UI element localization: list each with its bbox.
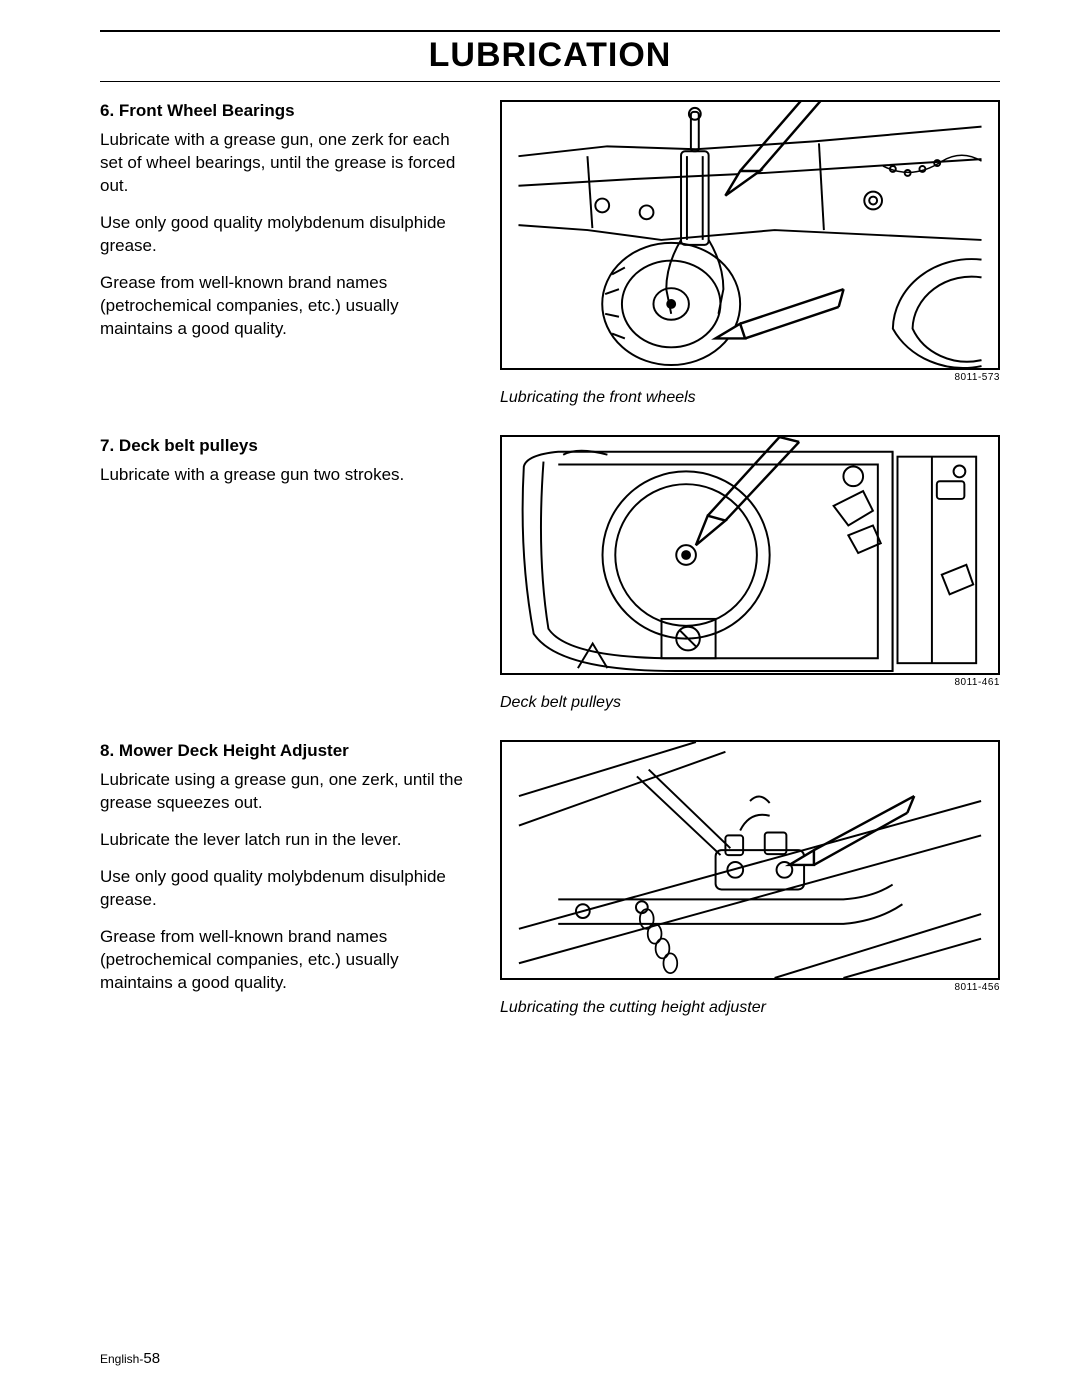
section-6-para-1: Lubricate with a grease gun, one zerk fo…: [100, 129, 475, 198]
section-8-para-2: Lubricate the lever latch run in the lev…: [100, 829, 475, 852]
section-8-heading: 8. Mower Deck Height Adjuster: [100, 740, 475, 763]
rule-under-title: [100, 81, 1000, 82]
footer-page-number: 58: [143, 1350, 160, 1367]
section-6-figure-column: 8011-573 Lubricating the front wheels: [500, 100, 1000, 407]
section-7: 7. Deck belt pulleys Lubricate with a gr…: [100, 435, 1000, 712]
page-footer: English-58: [100, 1350, 160, 1367]
section-7-number: 7.: [100, 436, 114, 455]
figure-height-adjuster: [500, 740, 1000, 980]
section-8-title: Mower Deck Height Adjuster: [119, 741, 349, 760]
section-8-para-1: Lubricate using a grease gun, one zerk, …: [100, 769, 475, 815]
manual-page: LUBRICATION 6. Front Wheel Bearings Lubr…: [0, 0, 1080, 1397]
section-6-para-3: Grease from well-known brand names (petr…: [100, 272, 475, 341]
section-8-number: 8.: [100, 741, 114, 760]
section-7-figure-column: 8011-461 Deck belt pulleys: [500, 435, 1000, 712]
figure-8-caption: Lubricating the cutting height adjuster: [500, 999, 1000, 1017]
figure-8-code: 8011-456: [500, 982, 1000, 993]
section-8-para-4: Grease from well-known brand names (petr…: [100, 926, 475, 995]
figure-front-wheels: [500, 100, 1000, 370]
section-6: 6. Front Wheel Bearings Lubricate with a…: [100, 100, 1000, 407]
section-6-heading: 6. Front Wheel Bearings: [100, 100, 475, 123]
footer-lang: English-: [100, 1352, 143, 1366]
section-8-figure-column: 8011-456 Lubricating the cutting height …: [500, 740, 1000, 1017]
section-6-title: Front Wheel Bearings: [119, 101, 295, 120]
section-8-text: 8. Mower Deck Height Adjuster Lubricate …: [100, 740, 500, 1008]
figure-7-code: 8011-461: [500, 677, 1000, 688]
section-8: 8. Mower Deck Height Adjuster Lubricate …: [100, 740, 1000, 1017]
figure-6-caption: Lubricating the front wheels: [500, 389, 1000, 407]
section-6-number: 6.: [100, 101, 114, 120]
section-7-text: 7. Deck belt pulleys Lubricate with a gr…: [100, 435, 500, 501]
section-7-heading: 7. Deck belt pulleys: [100, 435, 475, 458]
section-7-title: Deck belt pulleys: [119, 436, 258, 455]
figure-7-caption: Deck belt pulleys: [500, 694, 1000, 712]
front-wheel-diagram: [502, 102, 998, 368]
rule-top: [100, 30, 1000, 32]
height-adjuster-diagram: [502, 742, 998, 978]
section-7-para-1: Lubricate with a grease gun two strokes.: [100, 464, 475, 487]
deck-pulley-diagram: [502, 437, 998, 673]
section-8-para-3: Use only good quality molybdenum disulph…: [100, 866, 475, 912]
figure-6-code: 8011-573: [500, 372, 1000, 383]
figure-deck-belt-pulleys: [500, 435, 1000, 675]
section-6-text: 6. Front Wheel Bearings Lubricate with a…: [100, 100, 500, 354]
page-title: LUBRICATION: [100, 36, 1000, 75]
section-6-para-2: Use only good quality molybdenum disulph…: [100, 212, 475, 258]
